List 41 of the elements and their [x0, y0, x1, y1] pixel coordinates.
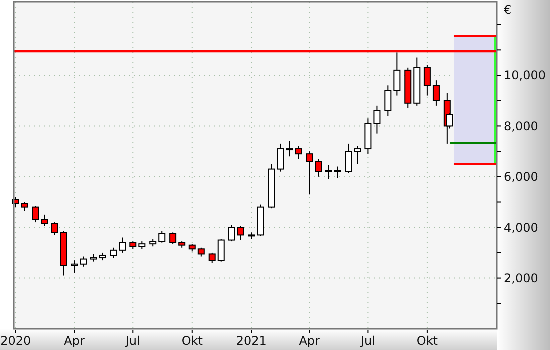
candlestick: [295, 146, 302, 160]
candlestick: [394, 52, 401, 96]
x-tick-label: Jul: [360, 334, 376, 348]
x-tick-label: Apr: [299, 334, 320, 348]
y-tick-label: 4,000: [504, 220, 538, 235]
candlestick: [110, 247, 118, 259]
candlestick: [32, 206, 40, 224]
candlestick: [354, 146, 362, 165]
candlestick: [41, 214, 48, 227]
x-tick-label: Jul: [124, 334, 140, 348]
candlestick: [345, 143, 352, 174]
x-tick-label: Okt: [182, 334, 204, 348]
candlestick: [315, 158, 322, 178]
y-tick-label: 10,000: [504, 68, 546, 83]
candlestick: [384, 85, 392, 117]
candlestick: [80, 256, 88, 268]
candlestick: [286, 140, 294, 158]
candlestick: [325, 165, 332, 180]
y-tick-label: 2,000: [504, 272, 538, 286]
x-tick-label: Okt: [416, 334, 438, 348]
y-tick-label: 8,000: [504, 119, 538, 134]
candlestick: [51, 222, 58, 236]
candlestick: [71, 260, 78, 274]
candlestick: [306, 151, 314, 196]
candlestick: [158, 230, 166, 244]
candlestick: [374, 105, 381, 134]
y-tick-label: 6,000: [504, 170, 538, 184]
x-tick-label: 2021: [236, 334, 267, 348]
x-tick-label: Apr: [64, 334, 85, 348]
candlestick: [432, 80, 440, 106]
candlestick: [424, 64, 431, 96]
candlestick: [334, 166, 342, 179]
candlestick: [208, 252, 216, 264]
candlestick: [277, 143, 284, 172]
candlestick: [237, 226, 244, 241]
candlestick: [119, 237, 126, 254]
candlestick: [228, 224, 236, 242]
y-axis-title: €: [504, 3, 512, 17]
candlestick: [218, 238, 225, 262]
x-tick-label: 2020: [0, 334, 32, 348]
candlestick: [170, 232, 177, 245]
